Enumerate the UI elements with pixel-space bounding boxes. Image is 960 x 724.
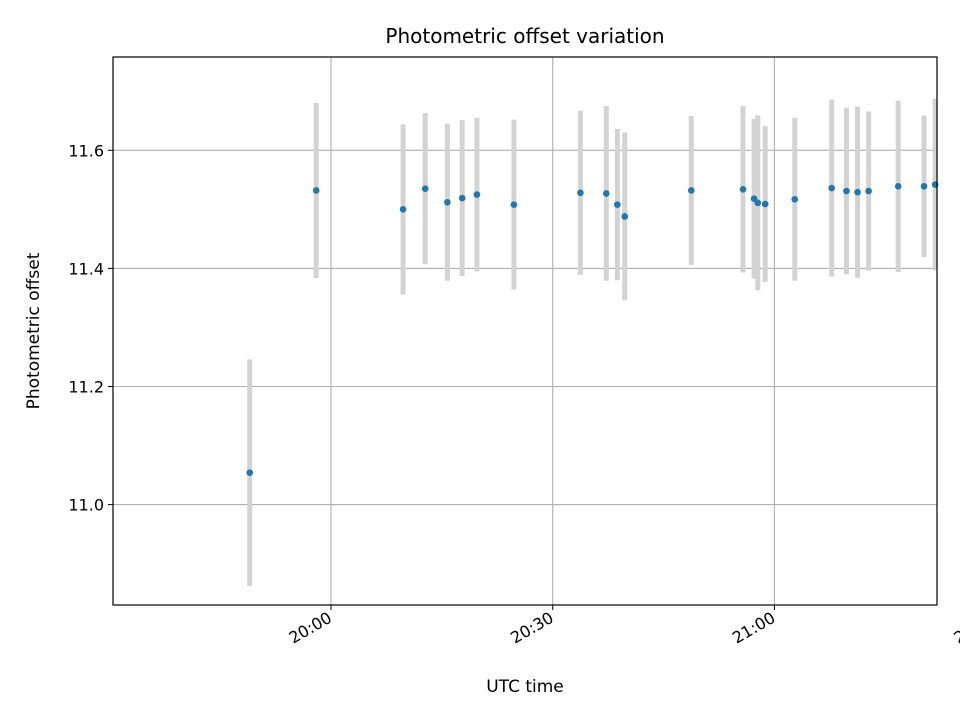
data-point	[458, 194, 466, 202]
error-bars	[247, 98, 938, 587]
x-tick-label: 21:30	[951, 608, 960, 648]
y-tick-label: 11.6	[68, 141, 104, 160]
plot-frame	[112, 56, 938, 606]
data-point	[421, 185, 429, 192]
data-point	[510, 201, 518, 208]
x-tick-label: 21:00	[729, 608, 778, 648]
data-point	[920, 183, 928, 190]
data-point	[246, 469, 254, 477]
data-point	[865, 187, 872, 195]
y-tick-label: 11.2	[68, 378, 104, 397]
data-point	[687, 187, 695, 194]
y-tick-label: 11.0	[68, 496, 104, 515]
data-point	[473, 191, 481, 198]
data-point	[761, 200, 769, 208]
data-point	[754, 199, 762, 207]
x-tick-label: 20:30	[507, 608, 556, 648]
y-tick-label: 11.4	[68, 259, 104, 278]
data-point	[577, 189, 584, 197]
chart-title: Photometric offset variation	[385, 24, 664, 48]
data-point	[399, 206, 407, 213]
data-point	[614, 201, 621, 208]
y-ticks: 11.0 11.2 11.4 11.6	[68, 141, 113, 515]
data-point	[621, 213, 629, 220]
data-point	[312, 187, 320, 194]
data-point	[843, 187, 850, 195]
data-point	[894, 183, 902, 190]
data-point	[444, 198, 451, 206]
data-point	[854, 188, 861, 196]
data-point	[739, 185, 747, 193]
data-points	[246, 181, 939, 477]
data-point	[828, 184, 835, 192]
y-axis-label: Photometric offset	[24, 252, 44, 409]
x-axis-label: UTC time	[486, 677, 564, 697]
x-tick-label: 20:00	[286, 608, 335, 648]
data-point	[602, 190, 610, 197]
data-point	[791, 196, 799, 203]
